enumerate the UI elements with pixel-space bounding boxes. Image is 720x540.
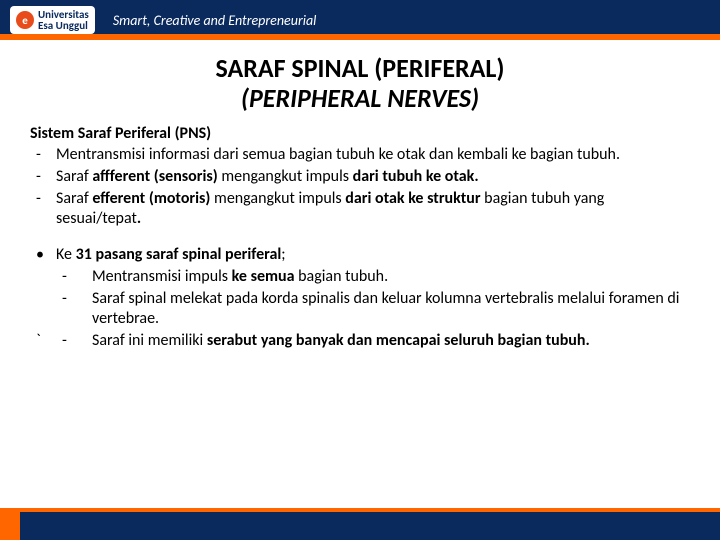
tagline: Smart, Creative and Entrepreneurial — [113, 12, 317, 29]
list-item: - Saraf affferent (sensoris) mengangkut … — [36, 167, 690, 187]
footer-bar — [0, 508, 720, 540]
title-line-2: (PERIPHERAL NERVES) — [30, 84, 690, 114]
section-heading: Sistem Saraf Periferal (PNS) — [30, 124, 690, 143]
logo-icon: e — [16, 11, 34, 29]
list-item: - Mentransmisi informasi dari semua bagi… — [36, 145, 690, 165]
list-primary: - Mentransmisi informasi dari semua bagi… — [36, 145, 690, 229]
sub-list: - Mentransmisi impuls ke semua bagian tu… — [56, 267, 690, 329]
logo: e Universitas Esa Unggul — [10, 6, 95, 34]
header-bar: e Universitas Esa Unggul Smart, Creative… — [0, 0, 720, 40]
title-line-1: SARAF SPINAL (PERIFERAL) — [30, 54, 690, 84]
footer-main — [20, 508, 720, 540]
logo-text: Universitas Esa Unggul — [38, 9, 89, 31]
footer-accent — [0, 508, 20, 540]
list-secondary: • Ke 31 pasang saraf spinal periferal; -… — [36, 245, 690, 331]
list-item: • Ke 31 pasang saraf spinal periferal; -… — [36, 245, 690, 331]
sub-list-item: - Mentransmisi impuls ke semua bagian tu… — [56, 267, 690, 287]
list-item: - Saraf efferent (motoris) mengangkut im… — [36, 189, 690, 229]
slide-content: SARAF SPINAL (PERIFERAL) (PERIPHERAL NER… — [0, 40, 720, 351]
slide-title: SARAF SPINAL (PERIFERAL) (PERIPHERAL NER… — [30, 54, 690, 114]
list-item-backtick: ` - Saraf ini memiliki serabut yang bany… — [36, 331, 690, 351]
sub-list-item: - Saraf spinal melekat pada korda spinal… — [56, 289, 690, 329]
